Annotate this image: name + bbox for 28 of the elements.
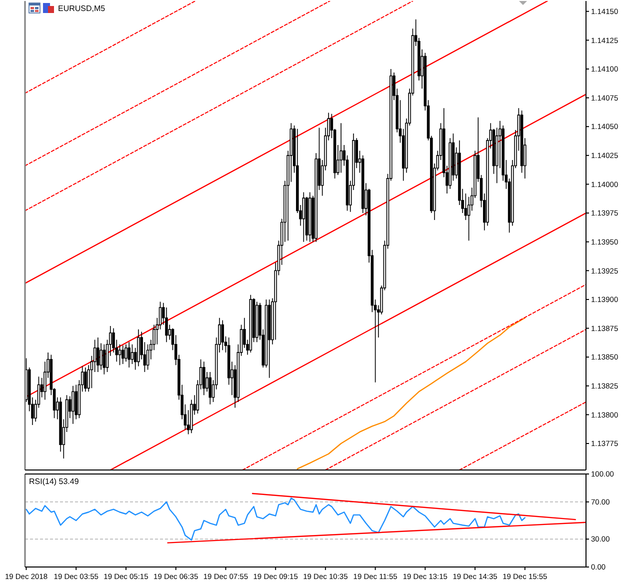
candlestick bbox=[96, 337, 100, 372]
candlestick bbox=[121, 345, 124, 364]
candlestick bbox=[137, 329, 140, 367]
candlestick bbox=[128, 342, 130, 368]
candlestick bbox=[74, 384, 78, 420]
candlestick bbox=[308, 192, 312, 242]
candlestick bbox=[165, 307, 168, 342]
candlestick bbox=[208, 372, 212, 405]
line-series bbox=[296, 317, 526, 470]
candlestick bbox=[146, 344, 150, 370]
candlestick bbox=[268, 299, 271, 378]
candlestick bbox=[118, 344, 122, 366]
chart-title: EURUSD,M5 bbox=[58, 4, 106, 13]
candlestick bbox=[302, 192, 306, 242]
candlestick bbox=[221, 320, 224, 351]
candlestick bbox=[305, 196, 308, 242]
candlestick bbox=[84, 367, 87, 392]
candlestick bbox=[361, 155, 364, 214]
candlestick bbox=[448, 138, 452, 190]
candlestick bbox=[202, 361, 206, 396]
candlestick bbox=[255, 301, 258, 342]
candlestick bbox=[72, 385, 74, 424]
candlestick bbox=[340, 122, 342, 174]
candlestick bbox=[190, 399, 193, 434]
line-series bbox=[26, 498, 526, 541]
candlestick bbox=[102, 344, 106, 375]
candlestick bbox=[249, 294, 252, 353]
chart-title: RSI(14) 53.49 bbox=[29, 477, 80, 486]
